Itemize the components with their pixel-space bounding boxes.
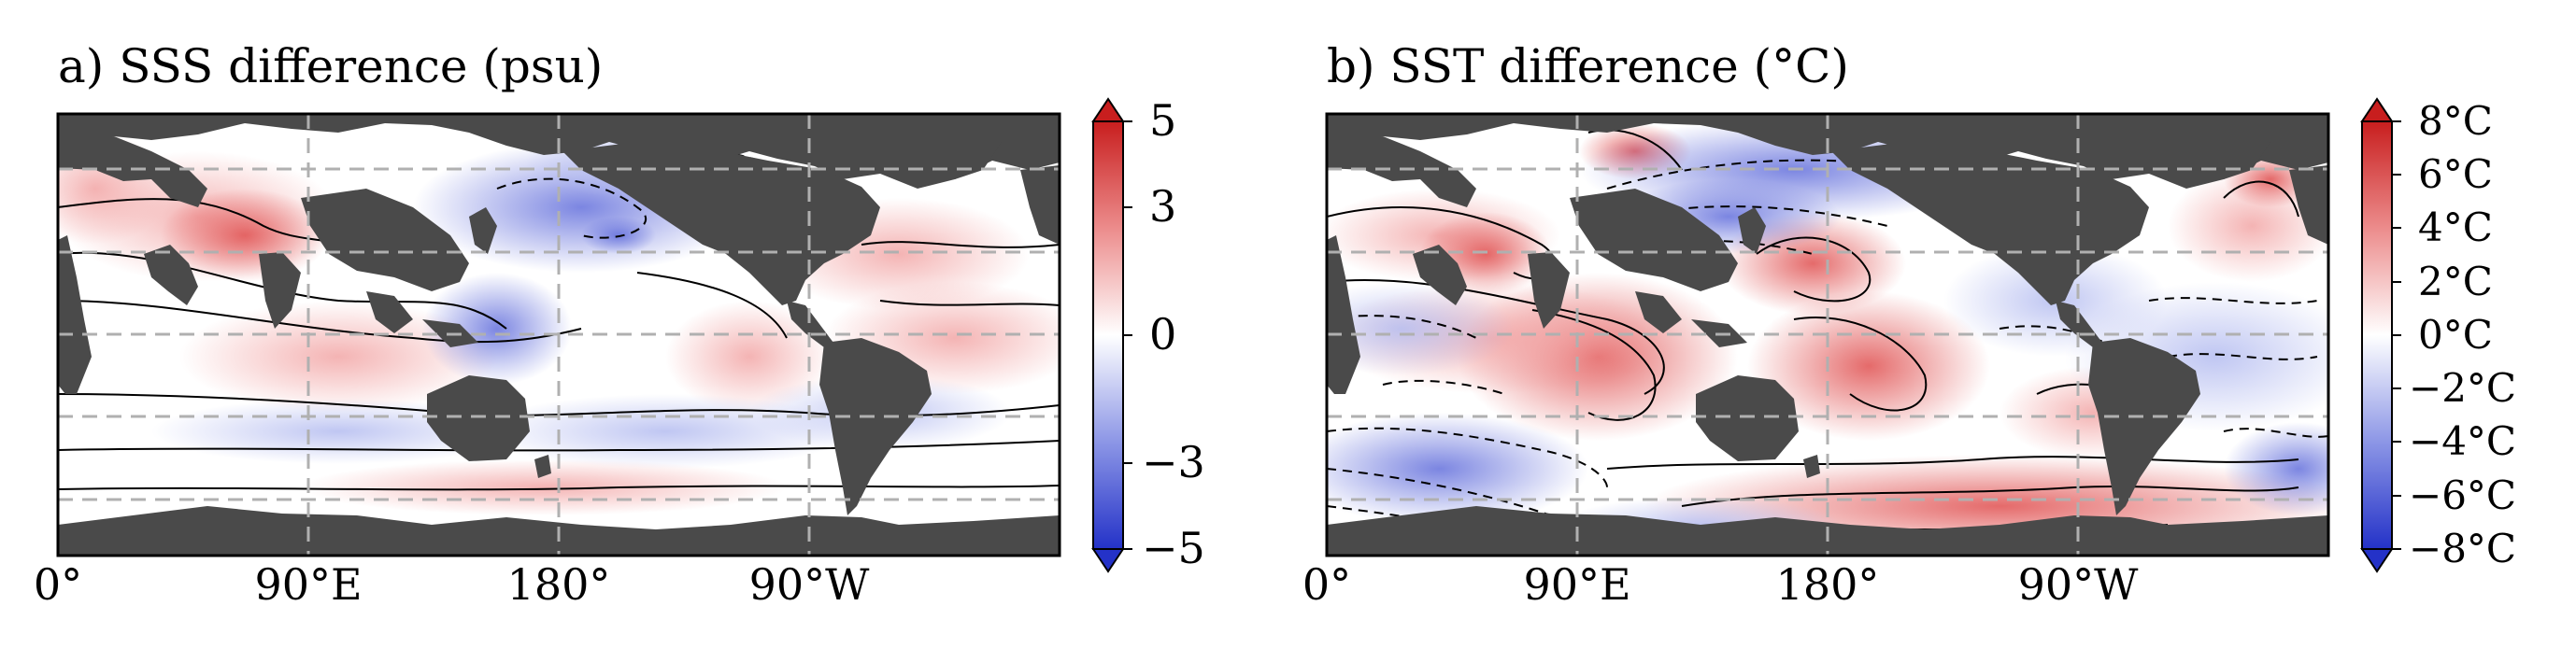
panel-b-map [1327, 114, 2328, 556]
panel-a-cbar-tick: 5 [1149, 95, 1176, 146]
panel-a-xticks: 0° 90°E 180° 90°W [34, 559, 870, 610]
panel-b-cbar-tick: 2°C [2418, 259, 2493, 304]
panel-a-colorbar: 5 3 0 −3 −5 [1091, 95, 1205, 573]
panel-b-cbar-tick: 4°C [2418, 204, 2493, 250]
panel-a-cbar-tick: −3 [1142, 437, 1205, 487]
panel-b-title: b) SST difference (°C) [1327, 39, 1849, 93]
panel-b-cbar-tick: 8°C [2418, 98, 2493, 144]
panel-b-xtick: 0° [1302, 559, 1351, 610]
panel-a-cbar-tick: 0 [1149, 309, 1176, 359]
panel-a-cbar-tick: −5 [1142, 523, 1205, 573]
panel-b-cbar-tick: −4°C [2409, 418, 2516, 464]
panel-a-field [58, 123, 1060, 515]
panel-b-cbar-tick: 0°C [2418, 312, 2493, 358]
panel-b-cbar-tick: −6°C [2409, 472, 2516, 518]
panel-a-cbar-tick: 3 [1149, 181, 1176, 232]
panel-a-xtick: 90°W [749, 559, 871, 610]
panel-b-grid [1327, 114, 2328, 556]
panel-b-frame [1325, 112, 2330, 557]
panel-a-title: a) SSS difference (psu) [58, 39, 603, 93]
panel-b-xtick: 90°W [2018, 559, 2140, 610]
panel-b-cbar-tick: −2°C [2409, 365, 2516, 411]
panel-b-cbar-tick: −8°C [2409, 526, 2516, 571]
panel-b-xticks: 0° 90°E 180° 90°W [1302, 559, 2139, 610]
panel-b-colorbar: 8°C 6°C 4°C 2°C 0°C −2°C −4°C −6°C −8°C [2360, 97, 2516, 573]
panel-b-xtick: 90°E [1523, 559, 1630, 610]
panel-a-xtick: 180° [507, 559, 611, 610]
panel-a-frame [56, 112, 1061, 557]
panel-a-map [58, 114, 1060, 556]
panel-a: a) SSS difference (psu) [34, 39, 1205, 610]
panel-b-xtick: 180° [1776, 559, 1880, 610]
panel-a-xtick: 0° [34, 559, 82, 610]
panel-a-grid [58, 114, 1060, 556]
panel-b-cbar-tick: 6°C [2418, 151, 2493, 197]
panel-b: b) SST difference (°C) [1302, 39, 2516, 610]
panel-a-xtick: 90°E [254, 559, 362, 610]
